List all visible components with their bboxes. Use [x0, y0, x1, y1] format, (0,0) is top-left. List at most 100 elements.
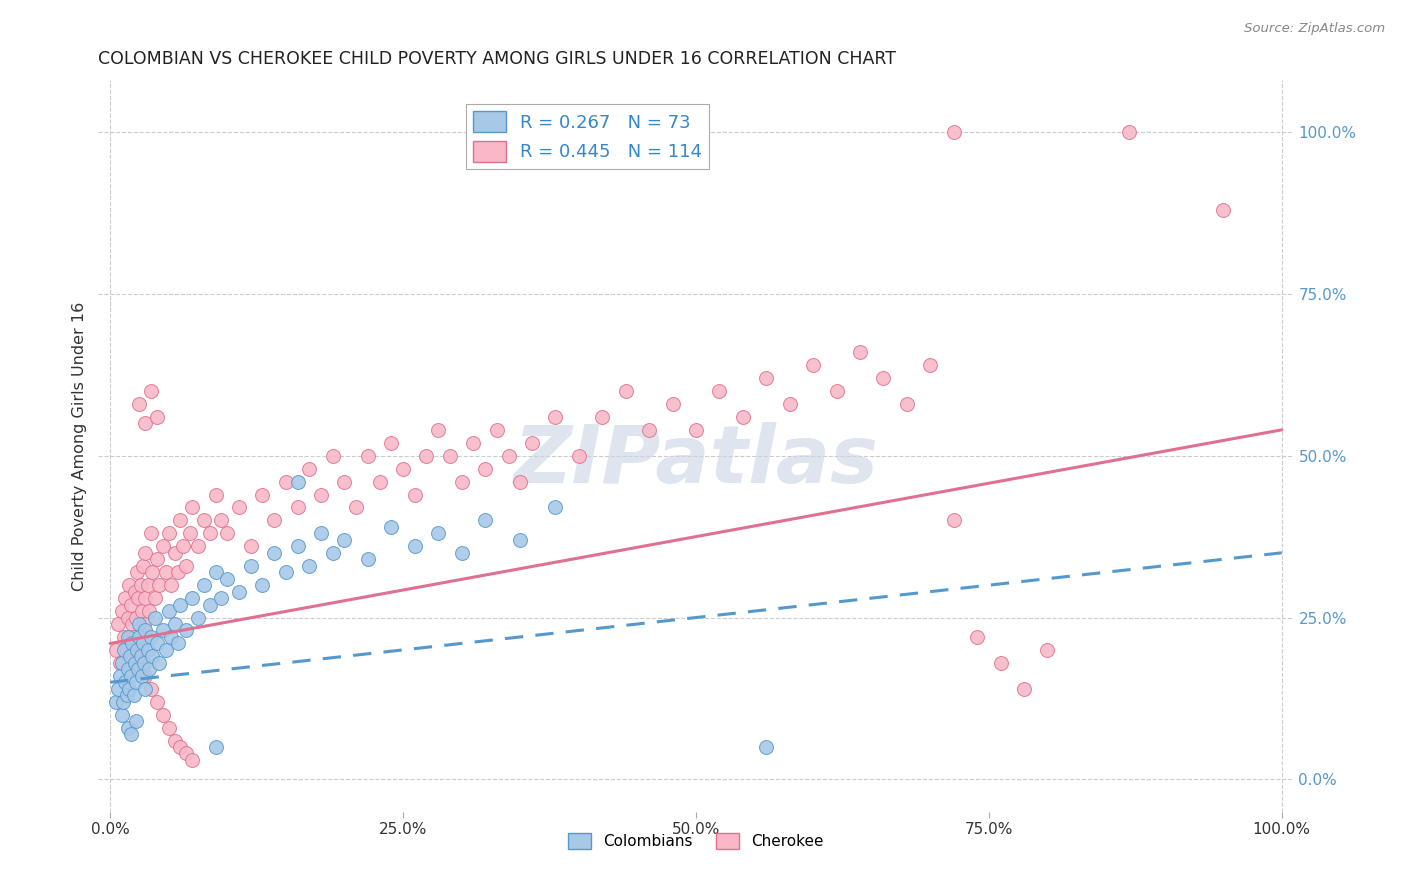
Point [125, 714, 148, 728]
Point [252, 578, 274, 592]
Point [463, 435, 485, 450]
Point [380, 520, 402, 534]
Point [128, 397, 150, 411]
Point [160, 578, 183, 592]
Point [172, 539, 194, 553]
Point [148, 578, 170, 592]
Point [138, 604, 160, 618]
Point [167, 566, 190, 580]
Y-axis label: Child Poverty Among Girls Under 16: Child Poverty Among Girls Under 16 [72, 301, 87, 591]
Point [128, 630, 150, 644]
Point [825, 384, 848, 398]
Point [731, 409, 754, 424]
Point [614, 384, 637, 398]
Point [204, 487, 226, 501]
Point [112, 630, 135, 644]
Point [174, 624, 197, 638]
Point [107, 617, 129, 632]
Point [146, 636, 169, 650]
Point [132, 656, 156, 670]
Point [141, 384, 163, 398]
Point [134, 417, 156, 431]
Legend: Colombians, Cherokee: Colombians, Cherokee [562, 827, 830, 855]
Point [114, 675, 136, 690]
Point [112, 695, 135, 709]
Point [568, 449, 591, 463]
Point [228, 584, 250, 599]
Point [298, 558, 321, 573]
Point [896, 397, 918, 411]
Point [117, 721, 139, 735]
Point [274, 475, 297, 489]
Point [544, 500, 567, 515]
Point [115, 688, 138, 702]
Point [132, 617, 156, 632]
Point [160, 630, 183, 644]
Point [122, 630, 145, 644]
Point [450, 475, 472, 489]
Point [141, 681, 163, 696]
Point [872, 371, 894, 385]
Point [146, 695, 169, 709]
Point [174, 558, 197, 573]
Point [134, 546, 156, 560]
Point [120, 727, 142, 741]
Point [685, 423, 707, 437]
Point [309, 526, 332, 541]
Point [132, 558, 155, 573]
Point [128, 617, 150, 632]
Point [509, 475, 531, 489]
Point [357, 449, 380, 463]
Point [138, 662, 160, 676]
Point [127, 643, 149, 657]
Point [120, 598, 142, 612]
Point [333, 533, 356, 547]
Point [112, 643, 135, 657]
Point [263, 546, 285, 560]
Text: Source: ZipAtlas.com: Source: ZipAtlas.com [1244, 22, 1385, 36]
Point [127, 566, 149, 580]
Point [143, 610, 166, 624]
Point [187, 610, 209, 624]
Point [134, 591, 156, 606]
Point [204, 739, 226, 754]
Point [155, 566, 177, 580]
Point [131, 604, 153, 618]
Point [181, 753, 204, 767]
Point [128, 656, 150, 670]
Point [287, 539, 309, 553]
Point [498, 449, 520, 463]
Point [129, 649, 152, 664]
Point [474, 513, 496, 527]
Point [1036, 643, 1059, 657]
Point [132, 636, 155, 650]
Point [709, 384, 731, 398]
Point [111, 707, 134, 722]
Point [204, 566, 226, 580]
Point [105, 695, 128, 709]
Point [131, 669, 153, 683]
Point [661, 397, 683, 411]
Point [134, 624, 156, 638]
Point [155, 643, 177, 657]
Point [591, 409, 613, 424]
Point [344, 500, 367, 515]
Point [427, 423, 450, 437]
Point [439, 449, 461, 463]
Point [211, 513, 233, 527]
Point [333, 475, 356, 489]
Point [193, 513, 215, 527]
Point [108, 669, 131, 683]
Point [121, 617, 143, 632]
Point [485, 423, 508, 437]
Point [111, 656, 134, 670]
Point [755, 371, 778, 385]
Point [152, 539, 174, 553]
Point [118, 681, 141, 696]
Point [228, 500, 250, 515]
Text: COLOMBIAN VS CHEROKEE CHILD POVERTY AMONG GIRLS UNDER 16 CORRELATION CHART: COLOMBIAN VS CHEROKEE CHILD POVERTY AMON… [98, 50, 897, 68]
Point [287, 500, 309, 515]
Point [1012, 681, 1035, 696]
Point [167, 636, 190, 650]
Point [1118, 125, 1140, 139]
